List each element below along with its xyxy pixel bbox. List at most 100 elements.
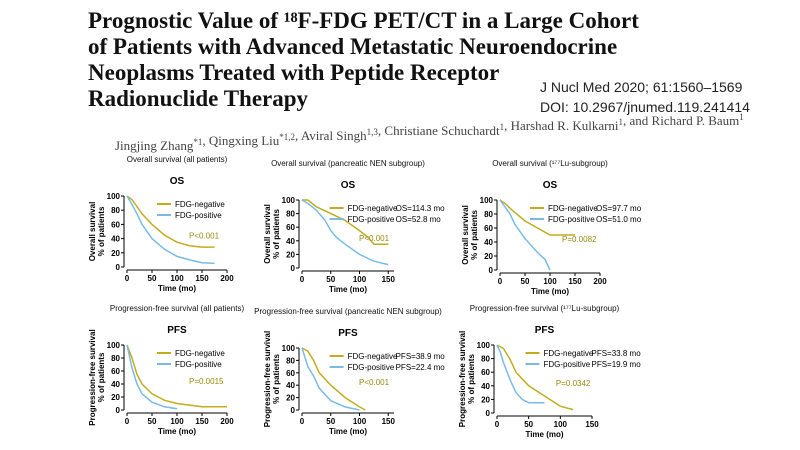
chart-subtitle: Overall survival (¹⁷⁷Lu-subgroup) [492,159,608,168]
y-tick-label: 80 [286,210,295,219]
x-axis-label: Time (mo) [525,430,563,439]
citation: J Nucl Med 2020; 61:1560–1569 [540,79,743,95]
x-tick-label: 50 [326,417,335,426]
chart-title: OS [341,180,356,191]
x-tick-label: 0 [498,277,503,286]
x-tick-label: 200 [220,417,234,426]
x-tick-label: 200 [220,274,234,283]
y-axis-label: Overall survival [88,202,97,262]
legend-annotation: PFS=38.9 mo [396,352,446,361]
chart-subtitle: Overall survival (pancreatic NEN subgrou… [271,159,425,168]
survival-curve [301,199,389,266]
x-tick-label: 100 [170,417,184,426]
y-tick-label: 80 [484,210,493,219]
x-tick-label: 150 [382,275,396,284]
x-tick-label: 100 [353,417,367,426]
x-tick-label: 0 [495,420,500,429]
y-tick-label: 40 [111,380,120,389]
x-tick-label: 50 [148,417,157,426]
legend-annotation: OS=52.8 mo [396,215,442,224]
y-tick-label: 40 [481,382,490,391]
y-tick-label: 60 [111,367,120,376]
y-tick-label: 40 [286,381,295,390]
survival-curve [301,347,366,411]
legend-label: FDG-negative [175,200,225,209]
legend-label: FDG-negative [544,349,594,358]
author-name: Jingjing Zhang [115,138,194,153]
y-tick-label: 20 [286,250,295,259]
survival-curve [301,347,360,411]
x-tick-label: 50 [524,420,533,429]
legend-label: FDG-negative [548,204,598,213]
chart-title: OS [543,180,558,191]
author-affiliation: *1 [193,137,202,147]
x-tick-label: 200 [593,277,607,286]
y-tick-label: 40 [484,238,493,247]
y-tick-label: 60 [111,220,120,229]
survival-curve [499,199,575,236]
author-affiliation: 1 [500,122,505,132]
x-tick-label: 50 [326,275,335,284]
x-tick-label: 50 [148,274,157,283]
y-axis-label: Progression-free survival [88,329,97,425]
survival-curve [499,199,551,271]
legend-annotation: PFS=22.4 mo [396,363,446,372]
author-affiliation: 1 [739,112,744,122]
legend-label: FDG-positive [348,363,395,372]
legend-annotation: OS=51.0 mo [596,215,642,224]
y-tick-label: 0 [291,264,296,273]
chart-title: PFS [167,325,187,336]
x-tick-label: 100 [353,275,367,284]
p-value: P<0.001 [359,234,390,243]
survival-curve [126,195,215,265]
y-tick-label: 80 [111,354,120,363]
chart-title: PFS [338,328,358,339]
x-tick-label: 0 [300,417,305,426]
legend-annotation: PFS=33.8 mo [592,349,642,358]
legend-label: FDG-positive [175,360,222,369]
y-tick-label: 20 [111,249,120,258]
y-tick-label: 40 [111,235,120,244]
y-axis-label: Progression-free survival [263,331,272,427]
survival-curve [126,344,227,408]
y-tick-label: 0 [116,263,121,272]
y-axis-label: % of patients [97,206,106,256]
title-line: Prognostic Value of ¹⁸F-FDG PET/CT in a … [88,8,639,33]
survival-curve [126,195,215,248]
x-axis-label: Time (mo) [329,427,367,436]
x-tick-label: 0 [125,274,130,283]
y-tick-label: 0 [489,266,494,275]
p-value: P=0.0082 [562,235,597,244]
y-tick-label: 20 [111,393,120,402]
p-value: P<0.001 [359,378,390,387]
chart-subtitle: Overall survival (all patients) [127,155,228,164]
y-tick-label: 60 [484,224,493,233]
chart-subtitle: Progression-free survival (¹⁷⁷Lu-subgrou… [470,304,620,313]
title-line: of Patients with Advanced Metastatic Neu… [88,34,617,59]
y-tick-label: 60 [286,369,295,378]
legend-label: FDG-positive [544,360,591,369]
y-tick-label: 0 [291,406,296,415]
legend-annotation: OS=97.7 mo [596,204,642,213]
x-axis-label: Time (mo) [329,285,367,294]
author-affiliation: *1,2 [279,132,295,142]
y-tick-label: 80 [111,206,120,215]
y-tick-label: 60 [481,368,490,377]
y-tick-label: 40 [286,237,295,246]
legend-annotation: OS=114.3 mo [396,204,446,213]
legend-label: FDG-positive [348,215,395,224]
authors: Jingjing Zhang*1, Qingxing Liu*1,2, Avir… [115,112,744,153]
author-affiliation: 1,3 [367,127,379,137]
title-line: Radionuclide Therapy [88,86,309,111]
y-tick-label: 100 [282,344,296,353]
x-axis-label: Time (mo) [158,427,196,436]
legend-label: FDG-positive [175,211,222,220]
title-line: Neoplasms Treated with Peptide Receptor [88,60,499,85]
y-axis-label: % of patients [467,354,476,404]
x-tick-label: 150 [195,417,209,426]
y-tick-label: 0 [116,406,121,415]
y-tick-label: 20 [286,394,295,403]
p-value: P<0.001 [189,232,220,241]
